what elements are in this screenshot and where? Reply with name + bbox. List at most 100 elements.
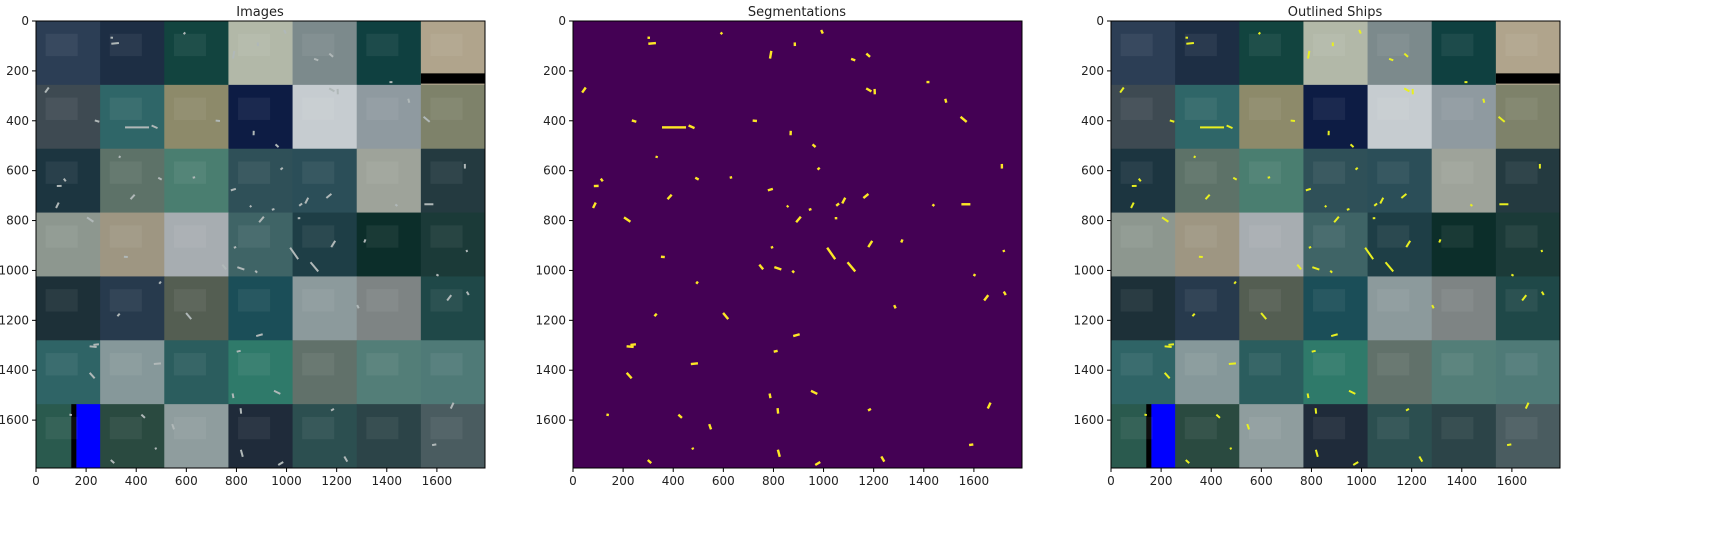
mosaic-tile <box>1239 276 1305 341</box>
ship-mark <box>88 372 96 379</box>
ship-segment <box>591 202 597 209</box>
tile-texture <box>302 289 335 312</box>
x-tick-label: 600 <box>1250 474 1273 488</box>
y-tick-label: 600 <box>1081 164 1104 178</box>
ship-mark <box>389 81 393 84</box>
ship-mark <box>1164 345 1172 348</box>
mosaic-tile <box>292 404 358 468</box>
ship-mark <box>1296 264 1302 270</box>
mosaic-tile <box>1239 148 1305 214</box>
tile-texture <box>302 161 335 184</box>
ship-segment <box>900 238 904 243</box>
tile-texture <box>430 161 463 184</box>
ship-mark <box>343 455 349 463</box>
tile-texture <box>1313 33 1346 57</box>
tile-texture <box>1184 161 1217 184</box>
mosaic-tile <box>36 276 101 341</box>
ship-mark <box>1169 119 1175 123</box>
mosaic-tile <box>1175 21 1240 86</box>
ship-segment <box>795 215 802 224</box>
mosaic-black-strip <box>1146 404 1152 468</box>
mosaic-tile <box>1111 276 1176 341</box>
tile-texture <box>366 416 399 440</box>
ship-segment <box>623 216 632 223</box>
mosaic-tile <box>292 84 358 150</box>
mosaic-tile <box>1495 148 1560 214</box>
mosaic-tile <box>356 276 422 341</box>
ship-mark <box>110 36 114 39</box>
ship-segment <box>944 98 948 104</box>
tile-texture <box>1184 97 1217 120</box>
mosaic-tile <box>420 340 485 405</box>
ship-segment <box>808 207 812 212</box>
x-tick-label: 0 <box>32 474 40 488</box>
ship-mark <box>1311 349 1316 353</box>
ship-mark <box>289 247 300 260</box>
ship-mark <box>446 294 453 302</box>
tile-texture <box>45 33 78 57</box>
mosaic-tile <box>1239 84 1305 150</box>
ship-mark <box>1469 203 1473 207</box>
x-tick-label: 1200 <box>321 474 352 488</box>
ship-mark <box>1405 240 1412 248</box>
panel-images: Images 0 200 400 600 800 1000 1200 1400 1600 0 200… <box>0 5 486 488</box>
mosaic-tile <box>356 212 422 278</box>
ship-mark <box>309 261 320 273</box>
ship-mark <box>1329 270 1333 274</box>
ship-segment <box>841 197 847 205</box>
ship-mark <box>356 304 360 309</box>
tile-texture <box>1120 225 1153 248</box>
x-tick-label: 1000 <box>271 474 302 488</box>
ship-mark <box>1524 402 1530 409</box>
y-tick-label: 1600 <box>1073 413 1104 427</box>
ship-mark <box>1464 81 1468 84</box>
ship-segment <box>810 389 818 395</box>
mosaic-tile <box>228 212 294 278</box>
ship-mark <box>328 87 335 93</box>
ship-mark <box>1327 130 1330 136</box>
tile-texture <box>1441 97 1474 120</box>
panel-title-images: Images <box>236 5 284 20</box>
ship-mark <box>463 163 466 169</box>
mosaic-tile <box>1111 340 1176 405</box>
ship-mark <box>1331 42 1334 47</box>
tile-texture <box>430 33 463 57</box>
ship-mark <box>1506 443 1512 447</box>
mosaic-tile <box>420 276 485 341</box>
ship-segment <box>630 343 637 347</box>
mosaic-tile <box>228 276 294 341</box>
tile-texture <box>1248 161 1281 184</box>
ship-mark <box>1354 166 1359 171</box>
ship-mark <box>258 216 265 223</box>
tile-texture <box>1505 97 1538 120</box>
tile-texture <box>1377 97 1410 120</box>
tile-texture <box>1120 353 1153 376</box>
ship-mark <box>1499 203 1509 206</box>
mosaic-tile <box>356 84 422 150</box>
ship-mark <box>230 187 237 192</box>
mosaic-tile <box>164 148 230 214</box>
tile-texture <box>1505 161 1538 184</box>
tile-texture <box>109 161 142 184</box>
ship-segment <box>1002 249 1006 253</box>
ship-mark <box>1228 362 1237 366</box>
x-tick-label: 1600 <box>959 474 990 488</box>
ship-mark <box>1352 461 1359 466</box>
tile-texture <box>109 353 142 376</box>
ship-mark <box>231 393 235 399</box>
mosaic-tile <box>100 148 165 214</box>
ship-mark <box>1521 294 1528 302</box>
ship-mark <box>304 197 310 204</box>
tile-texture <box>1313 161 1346 184</box>
ship-segment <box>968 443 974 447</box>
mosaic-tile <box>1175 276 1240 341</box>
ship-mark <box>1403 52 1409 58</box>
ship-mark <box>153 362 162 366</box>
ship-mark <box>1260 312 1267 320</box>
ship-segment <box>758 263 765 271</box>
ship-segment <box>648 41 657 45</box>
x-tick-label: 800 <box>1300 474 1323 488</box>
tile-texture <box>238 97 271 120</box>
mosaic-tile <box>1111 21 1176 86</box>
ship-mark <box>140 413 146 419</box>
